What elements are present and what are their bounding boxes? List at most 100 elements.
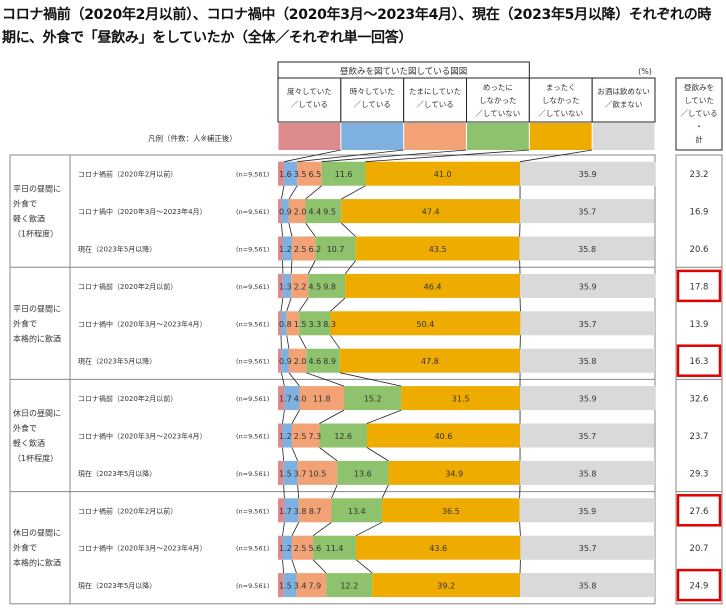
bar-segment	[297, 161, 322, 186]
connector-line	[330, 335, 341, 349]
bar-segment	[278, 498, 285, 523]
bar-value-label: 13.4	[348, 507, 366, 516]
bar-segment	[291, 273, 309, 298]
bar-segment	[298, 498, 332, 523]
bar-value-label: 4.4	[308, 208, 321, 217]
bar-value-label: 4.6	[308, 357, 321, 366]
legend-swatch	[592, 123, 655, 150]
highlight-box	[676, 344, 722, 377]
unit-label: (%)	[638, 67, 652, 76]
highlight-box	[676, 494, 722, 527]
legend-swatch	[278, 123, 341, 150]
bar-value-label: 6.2	[308, 245, 321, 254]
row-n-label: (n=9,561)	[236, 283, 269, 291]
connector-line	[366, 409, 402, 424]
total-value-label: 27.6	[690, 507, 709, 517]
bar-segment	[382, 498, 520, 523]
bar-segment	[520, 460, 655, 485]
group-label: 外食で	[13, 199, 37, 209]
bar-segment	[519, 236, 655, 261]
bar-value-label: 0.9	[279, 357, 292, 366]
row-n-label: (n=9,561)	[236, 358, 269, 366]
bar-segment	[284, 498, 299, 523]
bar-segment	[278, 348, 282, 373]
bar-value-label: 1.5	[279, 582, 292, 591]
connector-line	[312, 521, 332, 537]
bar-segment	[278, 460, 284, 485]
bar-segment	[278, 386, 285, 411]
bar-value-label: 0.8	[279, 320, 292, 329]
bar-value-label: 36.5	[442, 507, 460, 516]
bar-segment	[321, 161, 366, 186]
bar-segment	[519, 498, 655, 523]
bar-segment	[286, 311, 300, 336]
row-period-label: コロナ禍前（2020年2月以前）	[78, 282, 177, 291]
bar-segment	[291, 236, 316, 261]
row-period-label: 現在（2023年5月以降）	[78, 357, 156, 366]
bar-value-label: 10.5	[308, 469, 326, 478]
total-value-label: 13.9	[690, 320, 709, 330]
bar-segment	[520, 348, 655, 373]
row-n-label: (n=9,561)	[236, 395, 269, 403]
group-label: 外食で	[13, 543, 37, 553]
group-label: 本格的に飲酒	[13, 333, 61, 343]
bar-segment	[339, 348, 521, 373]
bar-value-label: 2.5	[294, 544, 307, 553]
legend-label: しなかった	[479, 96, 517, 105]
total-header-label: 計	[695, 134, 703, 144]
bar-value-label: 7.3	[308, 432, 321, 441]
row-period-label: コロナ禍中（2020年3月～2023年4月）	[78, 207, 207, 216]
connector-line	[282, 559, 285, 574]
bar-segment	[356, 535, 521, 560]
bar-value-label: 3.5	[294, 170, 307, 179]
total-value-label: 32.6	[690, 395, 709, 405]
connector-line	[283, 149, 341, 163]
row-n-label: (n=9,561)	[236, 433, 269, 441]
bar-value-label: 1.2	[279, 432, 292, 441]
connector-line	[306, 372, 345, 387]
bar-value-label: 1.2	[279, 544, 292, 553]
connector-line	[307, 260, 316, 275]
bar-value-label: 1.7	[279, 507, 292, 516]
bar-value-label: 15.2	[364, 395, 382, 404]
bar-value-label: 2.0	[294, 208, 307, 217]
total-value-label: 23.7	[690, 432, 709, 442]
connector-line	[305, 185, 322, 200]
legend-label: たまにしていた	[409, 87, 461, 96]
connector-line	[297, 149, 404, 163]
bar-segment	[278, 535, 283, 560]
bar-segment	[278, 236, 283, 261]
bar-value-label: 12.2	[340, 582, 358, 591]
bar-segment	[520, 161, 656, 186]
bar-value-label: 35.8	[579, 469, 597, 478]
connector-line	[282, 447, 285, 461]
bar-value-label: 46.4	[424, 282, 442, 291]
chart-title: コロナ禍前（2020年2月以前）、コロナ禍中（2020年3月～2023年4月）、…	[2, 7, 712, 46]
bar-segment	[305, 199, 342, 224]
connector-line	[312, 559, 327, 574]
bar-segment	[291, 423, 320, 448]
bar-segment	[372, 573, 521, 598]
row-period-label: 現在（2023年5月以降）	[78, 469, 156, 478]
row-period-label: 現在（2023年5月以降）	[78, 581, 156, 590]
bar-value-label: 31.5	[452, 395, 470, 404]
group-label: 外食で	[13, 318, 37, 328]
row-n-label: (n=9,561)	[236, 545, 269, 553]
row-n-label: (n=9,561)	[236, 582, 269, 590]
bar-value-label: 1.2	[279, 245, 292, 254]
bar-value-label: 4.5	[308, 282, 321, 291]
bar-segment	[365, 161, 521, 186]
bar-value-label: 43.6	[429, 544, 447, 553]
bar-segment	[520, 273, 656, 298]
bar-value-label: 11.4	[326, 544, 344, 553]
bar-value-label: 35.7	[578, 208, 596, 217]
total-value-label: 20.6	[690, 245, 709, 255]
group-label: （1杯程度）	[13, 229, 58, 239]
row-n-label: (n=9,561)	[236, 470, 269, 478]
bar-segment	[281, 348, 289, 373]
bar-segment	[297, 460, 338, 485]
bar-value-label: 2.5	[294, 245, 307, 254]
legend-label: ／していない	[476, 109, 521, 118]
row-n-label: (n=9,561)	[236, 246, 269, 254]
total-value-label: 20.7	[690, 544, 709, 554]
